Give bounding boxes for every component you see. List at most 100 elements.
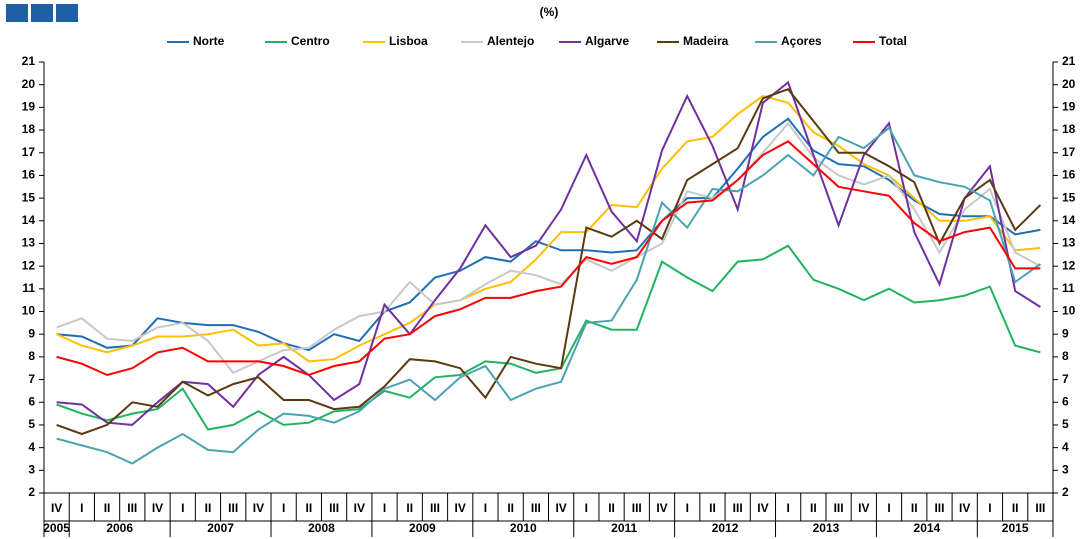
series-line	[56, 140, 1041, 377]
x-tick-label: I	[686, 501, 689, 515]
x-tick-label: IV	[959, 501, 970, 515]
x-tick-label: II	[205, 501, 212, 515]
y-tick-label-right: 5	[1062, 417, 1069, 431]
year-label: 2008	[308, 521, 335, 535]
y-tick-label-right: 10	[1062, 304, 1076, 318]
y-tick-label: 4	[28, 440, 35, 454]
x-tick-label: IV	[152, 501, 163, 515]
y-tick-label: 13	[22, 236, 36, 250]
x-tick-label: III	[531, 501, 541, 515]
x-tick-label: IV	[354, 501, 365, 515]
year-label: 2010	[510, 521, 537, 535]
y-tick-label: 8	[28, 349, 35, 363]
x-tick-label: III	[934, 501, 944, 515]
y-tick-label: 11	[22, 281, 35, 295]
x-tick-label: III	[228, 501, 238, 515]
series-line	[56, 121, 1041, 375]
y-tick-label-right: 21	[1062, 54, 1076, 68]
y-tick-label: 19	[22, 100, 36, 114]
y-tick-label: 12	[22, 258, 36, 272]
y-tick-label-right: 7	[1062, 372, 1069, 386]
x-tick-label: II	[1012, 501, 1019, 515]
year-label: 2011	[611, 521, 637, 535]
y-tick-label-right: 14	[1062, 213, 1076, 227]
x-tick-label: IV	[656, 501, 667, 515]
year-label: 2006	[106, 521, 133, 535]
x-tick-label: II	[709, 501, 716, 515]
x-tick-label: I	[383, 501, 386, 515]
x-tick-label: III	[632, 501, 642, 515]
y-tick-label: 16	[22, 168, 36, 182]
x-tick-label: I	[786, 501, 789, 515]
y-tick-label-right: 19	[1062, 100, 1076, 114]
x-tick-label: IV	[253, 501, 264, 515]
x-tick-label: I	[887, 501, 890, 515]
x-tick-label: IV	[51, 501, 62, 515]
y-tick-label: 9	[28, 326, 35, 340]
y-tick-label: 15	[22, 190, 36, 204]
series-line	[56, 244, 1041, 431]
x-tick-label: III	[1035, 501, 1045, 515]
x-tick-label: II	[406, 501, 413, 515]
legend-label: Total	[879, 34, 907, 48]
x-tick-label: II	[306, 501, 313, 515]
y-tick-label: 5	[28, 417, 35, 431]
x-tick-label: I	[988, 501, 991, 515]
y-tick-label-right: 15	[1062, 190, 1076, 204]
x-tick-label: II	[608, 501, 615, 515]
logo-block	[31, 4, 53, 22]
y-tick-label-right: 11	[1062, 281, 1075, 295]
chart-subtitle: (%)	[540, 5, 559, 19]
y-tick-label: 3	[28, 462, 35, 476]
year-label: 2015	[1002, 521, 1029, 535]
x-tick-label: II	[810, 501, 817, 515]
y-tick-label: 6	[28, 394, 35, 408]
x-tick-label: III	[733, 501, 743, 515]
x-tick-label: II	[104, 501, 111, 515]
year-label: 2005	[43, 521, 70, 535]
x-tick-label: III	[329, 501, 339, 515]
legend-label: Centro	[291, 34, 330, 48]
x-tick-label: III	[430, 501, 440, 515]
y-tick-label: 2	[28, 485, 35, 499]
x-tick-label: I	[181, 501, 184, 515]
year-label: 2009	[409, 521, 436, 535]
y-tick-label: 14	[22, 213, 36, 227]
y-tick-label-right: 20	[1062, 77, 1076, 91]
year-label: 2007	[207, 521, 234, 535]
x-tick-label: IV	[455, 501, 466, 515]
y-tick-label-right: 6	[1062, 394, 1069, 408]
legend-label: Açores	[781, 34, 822, 48]
year-label: 2014	[914, 521, 941, 535]
y-tick-label-right: 4	[1062, 440, 1069, 454]
series-line	[56, 94, 1041, 363]
x-tick-label: I	[484, 501, 487, 515]
y-tick-label-right: 9	[1062, 326, 1069, 340]
legend-label: Alentejo	[487, 34, 534, 48]
y-tick-label-right: 8	[1062, 349, 1069, 363]
y-tick-label-right: 17	[1062, 145, 1076, 159]
y-tick-label-right: 13	[1062, 236, 1076, 250]
x-tick-label: IV	[858, 501, 869, 515]
year-label: 2012	[712, 521, 739, 535]
y-tick-label: 10	[22, 304, 36, 318]
x-tick-label: III	[127, 501, 137, 515]
logo-block	[56, 4, 78, 22]
y-tick-label-right: 18	[1062, 122, 1076, 136]
y-tick-label: 7	[28, 372, 35, 386]
legend-label: Madeira	[683, 34, 729, 48]
x-tick-label: I	[80, 501, 83, 515]
series-line	[56, 88, 1042, 436]
y-tick-label-right: 2	[1062, 485, 1069, 499]
x-tick-label: I	[282, 501, 285, 515]
legend-label: Lisboa	[389, 34, 428, 48]
y-tick-label-right: 16	[1062, 168, 1076, 182]
logo-block	[6, 4, 28, 22]
x-tick-label: II	[911, 501, 918, 515]
x-tick-label: I	[585, 501, 588, 515]
series-line	[56, 126, 1041, 465]
series-line	[56, 117, 1041, 352]
y-tick-label: 21	[22, 54, 36, 68]
legend-label: Algarve	[585, 34, 629, 48]
